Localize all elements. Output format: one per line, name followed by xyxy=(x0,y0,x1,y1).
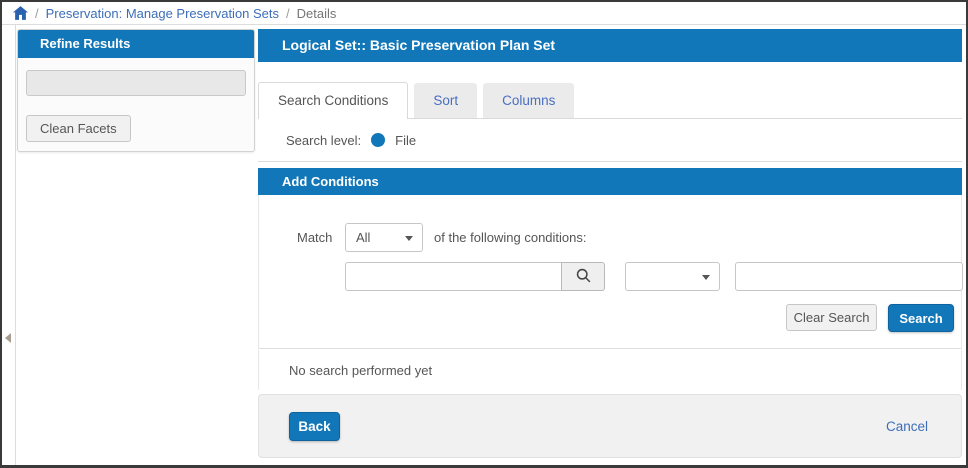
file-radio-label: File xyxy=(395,132,417,148)
home-icon[interactable] xyxy=(13,6,28,20)
refine-results-title: Refine Results xyxy=(18,30,254,58)
sidebar-divider xyxy=(15,25,16,465)
match-select[interactable]: All xyxy=(345,223,423,252)
cancel-link[interactable]: Cancel xyxy=(885,418,928,434)
match-select-value: All xyxy=(356,230,371,245)
breadcrumb-current-details: Details xyxy=(296,5,337,21)
tab-bar: Search Conditions Sort Columns xyxy=(258,82,962,119)
tab-columns[interactable]: Columns xyxy=(483,83,575,118)
clear-search-button[interactable]: Clear Search xyxy=(786,304,877,331)
add-conditions-title: Add Conditions xyxy=(258,168,962,195)
tab-search-conditions[interactable]: Search Conditions xyxy=(258,82,409,119)
tab-sort[interactable]: Sort xyxy=(414,83,478,118)
chevron-down-icon xyxy=(405,235,413,241)
search-button[interactable]: Search xyxy=(888,304,954,332)
field-lookup-button[interactable] xyxy=(561,262,605,291)
match-label: Match xyxy=(297,230,333,245)
operator-select[interactable] xyxy=(625,262,720,291)
add-conditions-form: Match All of the following conditions: C… xyxy=(258,195,963,349)
search-icon xyxy=(575,267,592,287)
clean-facets-button[interactable]: Clean Facets xyxy=(26,115,131,142)
refine-results-panel: Refine Results Clean Facets xyxy=(17,29,255,152)
breadcrumb-separator: / xyxy=(286,5,290,21)
breadcrumb-link-preservation-sets[interactable]: Preservation: Manage Preservation Sets xyxy=(45,5,280,21)
facet-filter-input[interactable] xyxy=(26,70,246,96)
match-suffix-label: of the following conditions: xyxy=(434,230,587,245)
search-results-area: No search performed yet xyxy=(258,350,962,390)
breadcrumb-separator: / xyxy=(35,5,39,21)
page-title: Logical Set:: Basic Preservation Plan Se… xyxy=(258,29,962,62)
file-radio[interactable] xyxy=(371,133,386,147)
back-button[interactable]: Back xyxy=(289,412,340,441)
chevron-down-icon xyxy=(702,274,710,280)
empty-results-message: No search performed yet xyxy=(289,362,433,378)
search-level-row: Search level: File xyxy=(258,119,962,162)
condition-value-input[interactable] xyxy=(735,262,963,291)
collapse-panel-icon[interactable] xyxy=(5,333,11,343)
condition-field-input[interactable] xyxy=(345,262,562,291)
breadcrumb: / Preservation: Manage Preservation Sets… xyxy=(2,2,966,25)
footer-bar: Back Cancel xyxy=(258,394,962,458)
search-level-label: Search level: xyxy=(286,132,362,148)
